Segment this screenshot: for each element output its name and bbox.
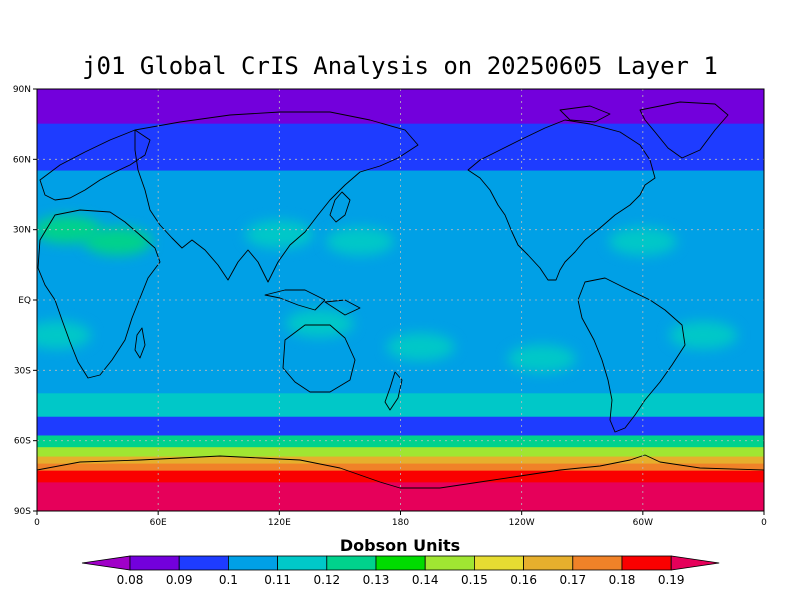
- colorbar-tick-label: 0.17: [559, 573, 586, 587]
- colorbar-tick-label: 0.12: [313, 573, 340, 587]
- colorbar-tick-label: 0.19: [658, 573, 685, 587]
- lon-tick-label: 180: [392, 518, 409, 528]
- colorbar-segment: [178, 555, 229, 571]
- colorbar-segment: [326, 555, 377, 571]
- lon-tick-label: 0: [34, 518, 40, 528]
- lat-tick-label: EQ: [18, 296, 31, 306]
- lon-tick-label: 120W: [509, 518, 535, 528]
- lon-tick-label: 120E: [268, 518, 291, 528]
- colorbar-segment: [129, 555, 180, 571]
- field-band-9: [37, 470, 764, 484]
- field-patch-7: [386, 332, 455, 361]
- field-patch-9: [669, 321, 738, 350]
- colorbar-title: Dobson Units: [339, 536, 461, 555]
- lat-tick-label: 90S: [14, 507, 31, 517]
- colorbar-arrow-high: [670, 555, 720, 571]
- lon-tick-label: 60E: [150, 518, 167, 528]
- lat-tick-label: 30S: [14, 366, 31, 376]
- colorbar-tick-label: 0.14: [412, 573, 439, 587]
- field-patch-5: [37, 321, 92, 350]
- field-band-5: [37, 435, 764, 449]
- colorbar-segment: [227, 555, 278, 571]
- coastlines: [37, 101, 764, 489]
- lat-tick-label: 60S: [14, 437, 31, 447]
- map-title: j01 Global CrIS Analysis on 20250605 Lay…: [82, 52, 718, 80]
- colorbar-tick-label: 0.1: [219, 573, 238, 587]
- lon-tick-label: 60W: [633, 518, 653, 528]
- colorbar-segment: [375, 555, 426, 571]
- field-band-6: [37, 447, 764, 458]
- field-patch-0: [37, 215, 102, 244]
- colorbar-tick-label: 0.09: [166, 573, 193, 587]
- field-band-0: [37, 89, 764, 125]
- lat-tick-label: 90N: [13, 85, 31, 95]
- colorbar-segment: [473, 555, 524, 571]
- colorbar-tick-label: 0.18: [609, 573, 636, 587]
- colorbar-segment: [277, 555, 328, 571]
- field-patch-1: [83, 227, 152, 256]
- lat-tick-label: 30N: [13, 226, 31, 236]
- colorbar-tick-label: 0.08: [117, 573, 144, 587]
- colorbar-arrow-low: [81, 555, 131, 571]
- colorbar: 0.08 0.09 0.1 0.11 0.12 0.13 0.14 0.15 0.16 0.17 0…: [81, 555, 720, 587]
- colorbar-segment: [523, 555, 574, 571]
- field-patch-8: [507, 344, 576, 373]
- field-band-1: [37, 123, 764, 172]
- lon-tick-label: 0: [761, 518, 767, 528]
- colorbar-tick-label: 0.16: [510, 573, 537, 587]
- colorbar-segment: [424, 555, 475, 571]
- graticule: [37, 89, 764, 511]
- field-band-10: [37, 482, 764, 511]
- colorbar-segment: [572, 555, 623, 571]
- colorbar-tick-label: 0.13: [363, 573, 390, 587]
- field-band-7: [37, 456, 764, 465]
- colorbar-segment: [621, 555, 672, 571]
- colorbar-tick-label: 0.15: [461, 573, 488, 587]
- field-patch-4: [608, 227, 677, 256]
- field-patch-3: [326, 227, 395, 256]
- colorbar-tick-label: 0.11: [264, 573, 291, 587]
- lat-tick-label: 60N: [13, 155, 31, 165]
